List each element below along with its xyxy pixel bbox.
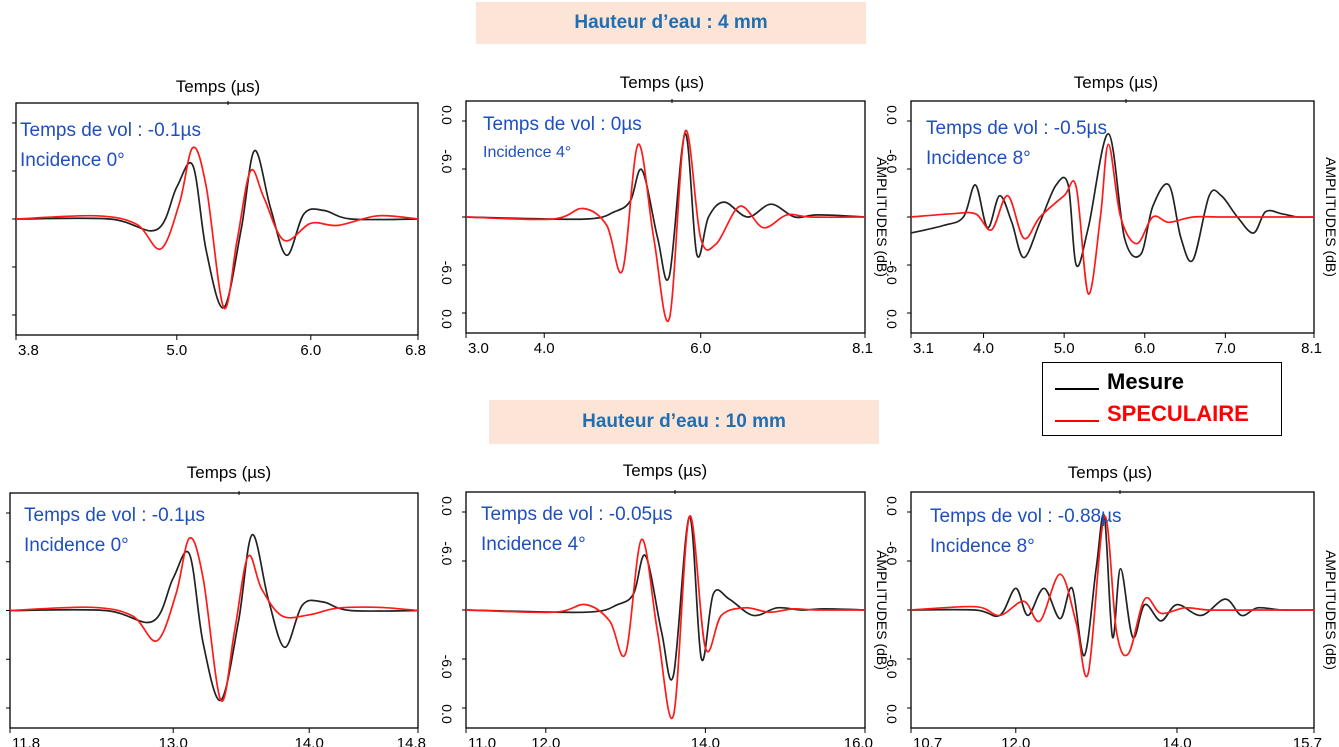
x-tick-label: 12.0: [1001, 735, 1030, 747]
chart-2: 3.0 4.0 6.0 8.1 0.0 -6.0 -6.0 0.0 AMPLITUDES (dB…: [439, 73, 890, 357]
chart-3: 3.1 4.0 5.0 6.0 7.0 8.1 0.0 -6.0 -6.0 0.0 AMPLITUD…: [884, 73, 1339, 357]
legend-label-speculaire: SPECULAIRE: [1107, 401, 1249, 426]
series-line-speculaire: [910, 515, 1314, 678]
annotation-incidence: Incidence 8°: [926, 148, 1031, 169]
annotation-time-of-flight: Temps de vol : -0.1µs: [24, 505, 205, 526]
x-tick-label: 15.7: [1293, 735, 1322, 747]
banner-water-4mm-label: Hauteur d’eau : 4 mm: [574, 12, 768, 33]
legend-item-mesure: Mesure: [1055, 369, 1184, 395]
x-tick-label: 8.1: [1301, 340, 1322, 357]
y-tick-label: 0.0: [439, 105, 455, 125]
legend-item-speculaire: SPECULAIRE: [1055, 401, 1249, 427]
x-tick-label: 10.7: [913, 735, 942, 747]
series-line-speculaire: [9, 537, 419, 702]
banner-water-10mm-label: Hauteur d’eau : 10 mm: [582, 411, 786, 432]
chart-5: 11.0 12.0 14.0 16.0 0.0 -6.0 -6.0 0.0 AMPLITUDES…: [439, 461, 890, 747]
x-tick-label: 12.0: [531, 735, 560, 747]
x-axis-title: Temps (µs): [176, 77, 260, 96]
legend-label-mesure: Mesure: [1107, 369, 1185, 394]
x-tick-label: 14.8: [397, 735, 426, 747]
series-line-speculaire: [465, 129, 866, 323]
y-tick-label: 0.0: [439, 496, 455, 516]
chart-6: 10.7 12.0 14.0 15.7 0.0 -6.0 -6.0 0.0 AMPLITUDES…: [884, 463, 1339, 747]
x-tick-label: 6.0: [300, 342, 321, 359]
y-axis-label: AMPLITUDES (dB): [1323, 157, 1339, 277]
annotation-time-of-flight: Temps de vol : -0.5µs: [926, 118, 1107, 139]
x-tick-label: 8.1: [852, 340, 873, 357]
annotation-incidence: Incidence 4°: [483, 144, 571, 161]
x-axis-title: Temps (µs): [620, 73, 704, 92]
series-line-mesure: [15, 149, 419, 309]
y-axis-label: AMPLITUDES (dB): [874, 157, 890, 277]
x-tick-label: 4.0: [973, 340, 994, 357]
x-tick-label: 5.0: [166, 342, 187, 359]
x-tick-label: 3.0: [468, 340, 489, 357]
x-axis-title: Temps (µs): [623, 461, 707, 480]
banner-water-4mm: Hauteur d’eau : 4 mm: [476, 2, 866, 44]
series-line-speculaire: [465, 515, 866, 720]
chart-4: 11.8 13.0 14.0 14.8 Temps (µs) Temps de vol :…: [6, 463, 426, 747]
x-tick-label: 13.0: [159, 735, 188, 747]
y-tick-label: 0.0: [884, 496, 900, 516]
annotation-time-of-flight: Temps de vol : -0.1µs: [20, 120, 201, 141]
y-axis-label: AMPLITUDES (dB): [874, 550, 890, 670]
x-tick-label: 6.0: [690, 340, 711, 357]
x-tick-label: 11.8: [12, 735, 40, 747]
series-line-speculaire: [910, 143, 1314, 295]
x-tick-label: 3.1: [913, 340, 934, 357]
series-line-mesure: [465, 132, 866, 281]
x-axis-title: Temps (µs): [187, 463, 271, 482]
x-tick-label: 14.0: [1162, 735, 1191, 747]
series-line-mesure: [465, 515, 866, 681]
legend-swatch-mesure: [1055, 388, 1099, 390]
y-tick-label: -6.0: [439, 261, 455, 285]
y-tick-label: -6.0: [884, 655, 900, 679]
series-line-speculaire: [15, 146, 419, 310]
x-tick-label: 6.8: [405, 342, 426, 359]
x-tick-label: 11.0: [468, 735, 496, 747]
y-tick-label: 0.0: [884, 309, 900, 329]
banner-water-10mm: Hauteur d’eau : 10 mm: [489, 400, 879, 444]
x-tick-label: 4.0: [534, 340, 555, 357]
x-axis-title: Temps (µs): [1074, 73, 1158, 92]
y-tick-label: -6.0: [884, 149, 900, 173]
y-tick-label: -6.0: [884, 261, 900, 285]
chart-1: 3.8 5.0 6.0 6.8 Temps (µs) Temps de vol : -0.…: [12, 77, 426, 359]
y-tick-label: 0.0: [884, 704, 900, 724]
x-tick-label: 5.0: [1054, 340, 1075, 357]
series-line-mesure: [910, 513, 1315, 657]
y-tick-label: 0.0: [439, 704, 455, 724]
series-line-mesure: [9, 533, 419, 702]
x-axis-title: Temps (µs): [1068, 463, 1152, 482]
x-tick-label: 16.0: [844, 735, 873, 747]
y-tick-label: -6.0: [439, 541, 455, 565]
annotation-incidence: Incidence 0°: [20, 150, 125, 171]
annotation-time-of-flight: Temps de vol : -0.05µs: [481, 504, 673, 525]
y-tick-label: -6.0: [884, 541, 900, 565]
x-tick-label: 14.0: [691, 735, 720, 747]
y-tick-label: -6.0: [439, 655, 455, 679]
y-tick-label: 0.0: [884, 105, 900, 125]
y-tick-label: 0.0: [439, 309, 455, 329]
x-tick-label: 6.0: [1134, 340, 1155, 357]
annotation-incidence: Incidence 4°: [481, 534, 586, 555]
annotation-time-of-flight: Temps de vol : -0.88µs: [930, 506, 1122, 527]
y-axis-label: AMPLITUDES (dB): [1323, 550, 1339, 670]
x-tick-label: 3.8: [18, 342, 39, 359]
series-line-mesure: [910, 132, 1315, 268]
x-tick-label: 14.0: [295, 735, 324, 747]
annotation-incidence: Incidence 8°: [930, 536, 1035, 557]
annotation-incidence: Incidence 0°: [24, 535, 129, 556]
x-tick-label: 7.0: [1215, 340, 1236, 357]
legend-swatch-speculaire: [1055, 420, 1099, 422]
annotation-time-of-flight: Temps de vol : 0µs: [483, 114, 642, 135]
legend: Mesure SPECULAIRE: [1042, 362, 1282, 436]
y-tick-label: -6.0: [439, 149, 455, 173]
